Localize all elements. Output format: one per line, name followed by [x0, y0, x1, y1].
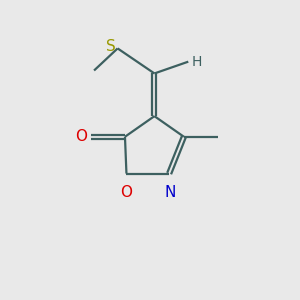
Text: O: O — [76, 129, 88, 144]
Text: N: N — [165, 185, 176, 200]
Text: H: H — [191, 55, 202, 69]
Text: O: O — [120, 185, 132, 200]
Text: S: S — [106, 39, 115, 54]
